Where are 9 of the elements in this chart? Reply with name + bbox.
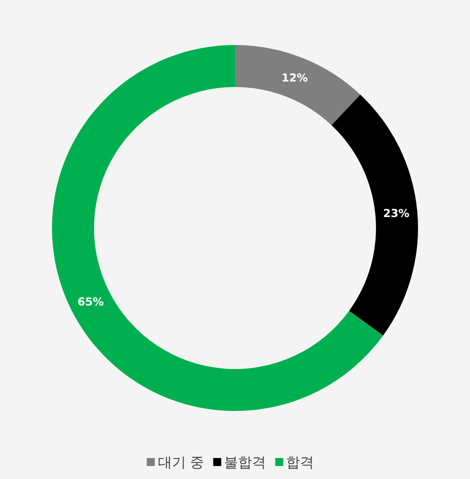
legend-label: 불합격 (224, 455, 266, 471)
legend-label: 합격 (286, 455, 314, 471)
legend-label: 대기 중 (158, 455, 204, 471)
data-label: 65% (77, 296, 104, 309)
data-label: 23% (383, 206, 410, 220)
data-label: 12% (281, 71, 308, 84)
donut-slice (332, 94, 418, 336)
donut-slice (235, 45, 360, 126)
donut-slice (52, 45, 384, 411)
